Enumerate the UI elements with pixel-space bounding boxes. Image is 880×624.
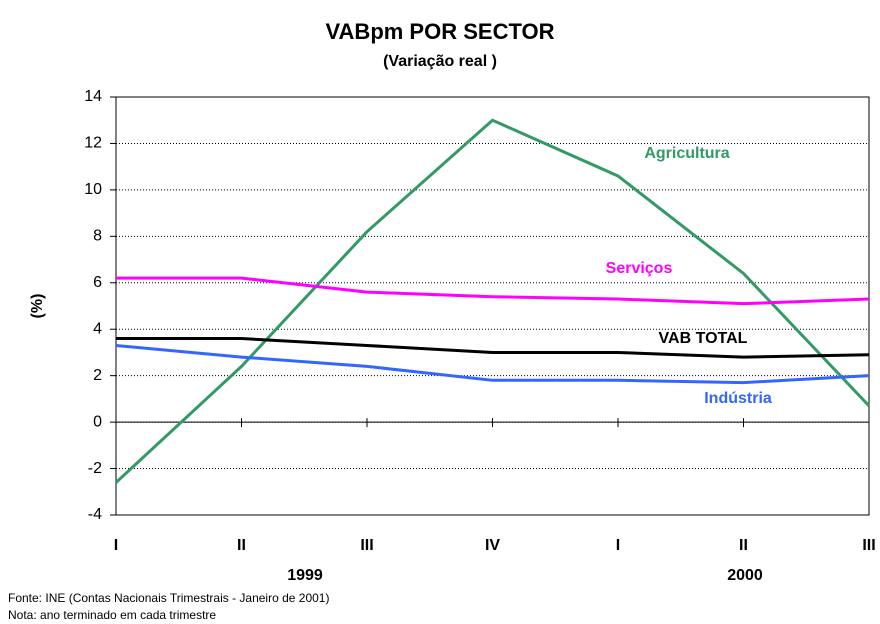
- y-tick-label: -2: [88, 460, 102, 477]
- y-tick-label: 8: [93, 228, 102, 245]
- y-tick-label: 10: [84, 181, 102, 198]
- plot-frame: [115, 96, 870, 516]
- series-line: [114, 118, 871, 484]
- series-line: [116, 337, 870, 359]
- x-tick-label: I: [114, 537, 118, 554]
- x-tick-label: I: [616, 537, 620, 554]
- chart-title: VABpm POR SECTOR: [326, 19, 555, 44]
- y-tick-label: 2: [93, 367, 102, 384]
- x-tick-label: III: [862, 537, 875, 554]
- series-label: Agricultura: [644, 145, 729, 162]
- x-tick-label: IV: [485, 537, 500, 554]
- y-tick-label: 4: [93, 320, 102, 337]
- y-tick-label: -4: [88, 506, 102, 523]
- series-label: VAB TOTAL: [659, 330, 748, 347]
- series-label: Serviços: [606, 260, 673, 277]
- y-tick-label: 0: [93, 413, 102, 430]
- y-tick-label: 12: [84, 135, 102, 152]
- x-tick-label: III: [360, 537, 373, 554]
- series-line: [116, 276, 870, 306]
- y-tick-label: 14: [84, 88, 102, 105]
- source-note: Fonte: INE (Contas Nacionais Trimestrais…: [8, 591, 329, 605]
- series-label: Indústria: [704, 390, 772, 407]
- year-label: 1999: [287, 567, 323, 584]
- y-tick-label: 6: [93, 274, 102, 291]
- series-line: [115, 343, 870, 385]
- x-tick-label: II: [739, 537, 748, 554]
- chart-subtitle: (Variação real ): [383, 53, 497, 70]
- x-tick-label: II: [237, 537, 246, 554]
- source-note: Nota: ano terminado em cada trimestre: [8, 608, 216, 622]
- y-axis-label: (%): [29, 294, 46, 319]
- year-label: 2000: [727, 567, 763, 584]
